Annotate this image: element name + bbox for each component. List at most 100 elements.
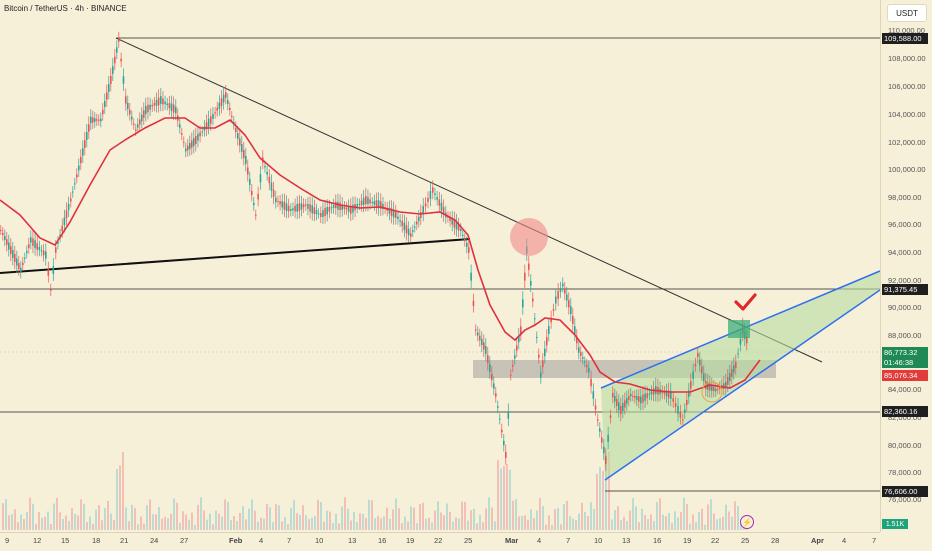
- candle-body: [287, 205, 290, 212]
- candle-body: [429, 191, 432, 199]
- candle-body: [133, 123, 135, 125]
- volume-bar: [254, 510, 256, 530]
- volume-bar: [479, 515, 481, 530]
- candle-body: [80, 156, 82, 164]
- candle-body: [116, 47, 118, 53]
- volume-bar: [344, 497, 346, 530]
- volume-bar: [650, 514, 652, 530]
- candle-body: [601, 437, 603, 443]
- candle-body: [701, 366, 703, 374]
- volume-bar: [617, 506, 619, 530]
- volume-bar: [263, 518, 265, 530]
- candle-body: [420, 211, 422, 219]
- volume-bar: [701, 508, 703, 530]
- volume-bar: [680, 511, 682, 530]
- volume-bar: [737, 506, 739, 530]
- volume-bar: [497, 460, 499, 530]
- candle-body: [141, 114, 143, 122]
- candle-body: [65, 210, 68, 219]
- volume-bar: [416, 523, 418, 530]
- candle-body: [96, 119, 98, 121]
- candle-body: [688, 390, 690, 397]
- candle-body: [0, 230, 2, 231]
- volume-bar: [578, 513, 580, 530]
- chart-area[interactable]: [0, 0, 880, 532]
- price-axis[interactable]: [880, 0, 932, 532]
- candle-body: [264, 166, 266, 168]
- volume-bar: [317, 499, 319, 530]
- volume-bar: [566, 500, 568, 530]
- candle-body: [536, 336, 538, 339]
- volume-bar: [368, 499, 370, 530]
- candle-body: [550, 317, 552, 323]
- candle-body: [100, 118, 102, 122]
- volume-bar: [92, 523, 94, 530]
- volume-bar: [68, 520, 70, 530]
- candle-body: [388, 207, 391, 214]
- candle-body: [86, 132, 88, 140]
- candle-body: [665, 390, 668, 397]
- candle-body: [709, 383, 711, 391]
- candle-body: [239, 138, 241, 146]
- volume-bar: [527, 519, 529, 530]
- candle-body: [532, 298, 534, 302]
- candle-body: [24, 257, 26, 259]
- candle-body: [90, 116, 92, 124]
- price-tick-label: 110,000.00: [888, 26, 925, 35]
- candle-body: [580, 352, 582, 356]
- candle-body: [352, 204, 354, 213]
- volume-bar: [353, 511, 355, 530]
- flash-icon[interactable]: ⚡: [740, 515, 754, 529]
- candle-body: [597, 419, 599, 421]
- candle-body: [403, 222, 406, 231]
- volume-bar: [29, 497, 31, 530]
- candle-body: [401, 220, 404, 227]
- candle-body: [320, 213, 322, 217]
- candle-body: [410, 233, 412, 237]
- price-tick-label: 104,000.00: [888, 110, 926, 119]
- volume-bar: [2, 503, 4, 530]
- price-tick-label: 108,000.00: [888, 54, 926, 63]
- volume-bar: [26, 511, 28, 530]
- currency-button[interactable]: USDT: [887, 4, 927, 22]
- time-tick-label: Apr: [811, 536, 824, 545]
- candle-body: [147, 104, 149, 113]
- time-tick-label: 24: [150, 536, 159, 545]
- volume-bar: [281, 521, 283, 530]
- candle-body: [294, 205, 296, 212]
- candle-body: [487, 355, 489, 363]
- volume-bar: [278, 505, 280, 530]
- candle-body: [283, 201, 286, 210]
- candle-body: [582, 357, 584, 359]
- volume-bar: [599, 467, 601, 530]
- candle-body: [57, 241, 59, 244]
- volume-bar: [272, 522, 274, 530]
- volume-bar: [413, 507, 415, 530]
- candle-body: [679, 412, 682, 418]
- volume-bar: [134, 507, 136, 530]
- symbol-title[interactable]: Bitcoin / TetherUS · 4h · BINANCE: [4, 4, 127, 13]
- candle-body: [607, 434, 609, 442]
- candle-body: [328, 206, 331, 212]
- candle-body: [335, 201, 337, 209]
- volume-bar: [224, 499, 226, 530]
- candle-body: [112, 66, 114, 74]
- time-axis[interactable]: [0, 532, 880, 551]
- volume-bar: [239, 512, 241, 530]
- chart-canvas[interactable]: [0, 0, 880, 532]
- volume-bar: [86, 522, 88, 530]
- volume-bar: [356, 522, 358, 530]
- volume-bar: [638, 522, 640, 530]
- candle-body: [307, 204, 309, 209]
- candle-body: [505, 452, 507, 458]
- candle-body: [12, 250, 14, 258]
- candle-body: [622, 403, 624, 411]
- candle-body: [98, 119, 100, 121]
- candle-body: [67, 204, 70, 211]
- volume-bar: [221, 516, 223, 530]
- volume-bar: [158, 507, 160, 530]
- candle-body: [166, 103, 169, 106]
- volume-bar: [386, 507, 388, 530]
- volume-bar: [11, 514, 13, 530]
- volume-bar: [167, 518, 169, 530]
